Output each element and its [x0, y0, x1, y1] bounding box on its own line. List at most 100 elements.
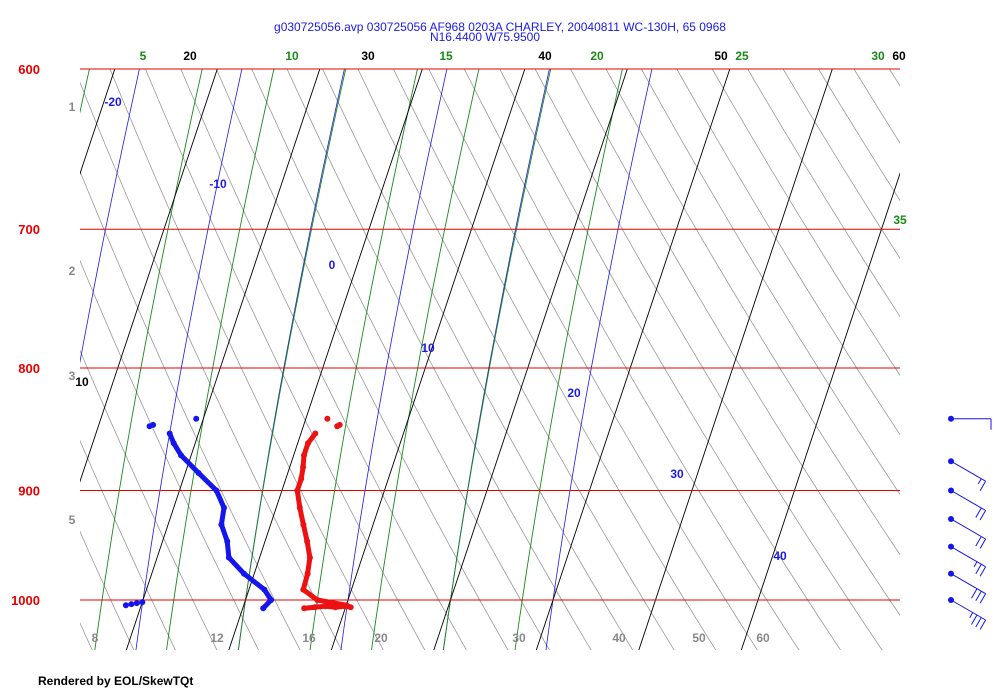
dry-adiabat-line	[428, 69, 758, 650]
wind-barb-flag	[977, 478, 982, 485]
dry-adiabat-line	[80, 170, 301, 650]
mixing-ratio-label: 10	[285, 49, 299, 63]
dry-adiabat-label: 8	[92, 631, 99, 645]
wind-barb-flag	[975, 590, 982, 601]
dry-adiabat-line	[938, 34, 1000, 661]
wind-barb-staff	[950, 546, 986, 568]
wind-barb	[948, 415, 992, 430]
altitude-label: 3	[69, 369, 76, 383]
isotherm-label: 20	[183, 49, 197, 63]
mixing-ratio-label: 5	[140, 49, 147, 63]
dry-adiabat-line	[80, 349, 218, 650]
isotherm-label: 40	[538, 49, 552, 63]
temperature-point	[343, 602, 350, 609]
dry-adiabat-line	[180, 69, 467, 650]
isotherm-label: 30	[361, 49, 375, 63]
dry-adiabat-line	[605, 69, 900, 556]
dry-adiabat-line	[676, 69, 900, 436]
dry-adiabat-line	[0, 34, 14, 661]
altitude-label: 1	[69, 100, 76, 114]
dry-adiabat-line	[853, 69, 900, 144]
dewpoint-point	[139, 599, 146, 606]
temperature-point	[301, 452, 307, 459]
mixing-ratio-line	[94, 69, 203, 650]
credit-text: Rendered by EOL/SkewTQt	[38, 674, 194, 688]
wind-barb	[948, 487, 987, 521]
wind-barb-flag	[971, 588, 978, 599]
dewpoint-point	[170, 440, 177, 447]
temperature-point	[300, 464, 307, 471]
altitude-label: 2	[69, 264, 76, 278]
temperature-point	[300, 586, 307, 593]
mixing-ratio-label: 30	[871, 49, 885, 63]
wind-barb	[948, 597, 987, 630]
temperature-point	[314, 597, 321, 603]
wind-barb-flag	[975, 563, 982, 574]
dry-adiabat-line	[80, 439, 176, 650]
isotherm-line	[228, 69, 423, 650]
pressure-label: 700	[18, 222, 40, 237]
dry-adiabat-line	[534, 69, 883, 650]
wind-barb-staff	[950, 518, 986, 540]
wind-barb	[948, 515, 987, 549]
moist-adiabat-label: 20	[567, 386, 581, 400]
pressure-label: 1000	[11, 593, 40, 608]
mixing-ratio-line	[442, 69, 552, 650]
moist-adiabat-label: 0	[329, 258, 336, 272]
mixing-ratio-line	[309, 69, 418, 650]
dry-adiabat-label: 50	[692, 631, 706, 645]
moist-adiabat-line	[340, 69, 448, 650]
dry-adiabat-label: 30	[512, 631, 526, 645]
dewpoint-point	[225, 554, 232, 561]
moist-adiabat-label: 40	[773, 549, 787, 563]
wind-barb-flag	[979, 566, 987, 577]
temperature-point	[304, 538, 311, 545]
wind-barb-flag	[979, 510, 987, 521]
moist-adiabat-line	[80, 69, 140, 364]
wind-barb-staff	[950, 599, 986, 621]
wind-barb-staff	[950, 573, 986, 595]
dry-adiabat-label: 16	[302, 631, 316, 645]
temperature-profile-line	[294, 431, 354, 611]
temperature-point	[294, 487, 301, 494]
temperature-point	[311, 604, 318, 611]
dewpoint-point	[133, 600, 140, 607]
chart-subtitle: N16.4400 W75.9500	[430, 30, 540, 44]
wind-barb-staff	[950, 490, 986, 511]
temperature-point	[312, 430, 319, 437]
mixing-ratio-label: 20	[590, 49, 604, 63]
dewpoint-point	[268, 597, 275, 603]
isotherm-line	[80, 69, 116, 175]
dewpoint-point	[193, 415, 200, 422]
dewpoint-point	[221, 504, 227, 511]
dewpoint-point	[261, 586, 268, 593]
dewpoint-point	[260, 605, 267, 612]
moist-adiabat-label: -20	[104, 95, 122, 109]
temperature-point	[332, 604, 339, 611]
dewpoint-point	[166, 430, 173, 437]
dry-adiabat-line	[80, 259, 259, 650]
wind-barb-flag	[979, 593, 987, 604]
dewpoint-point	[213, 487, 220, 494]
dry-adiabat-line	[80, 81, 343, 650]
moist-adiabat-label: 10	[421, 341, 435, 355]
temperature-point	[304, 570, 311, 577]
temperature-point	[322, 603, 329, 610]
dewpoint-point	[218, 521, 225, 528]
wind-barb	[948, 543, 987, 577]
dry-adiabat-label: 40	[612, 631, 626, 645]
dry-adiabat-line	[747, 69, 900, 318]
dry-adiabat-line	[973, 34, 1000, 661]
wind-barb-flag	[969, 612, 974, 618]
mixing-ratio-line	[371, 69, 480, 650]
dry-adiabat-line	[144, 69, 426, 650]
mixing-ratio-label: 35	[893, 213, 907, 227]
temperature-point	[305, 440, 311, 447]
mixing-ratio-line	[80, 69, 90, 114]
mixing-ratio-line	[166, 69, 275, 650]
dry-adiabat-line	[357, 69, 675, 650]
wind-barb-flag	[975, 507, 982, 518]
background-lines	[0, 34, 1000, 661]
dry-adiabat-line	[215, 69, 509, 650]
